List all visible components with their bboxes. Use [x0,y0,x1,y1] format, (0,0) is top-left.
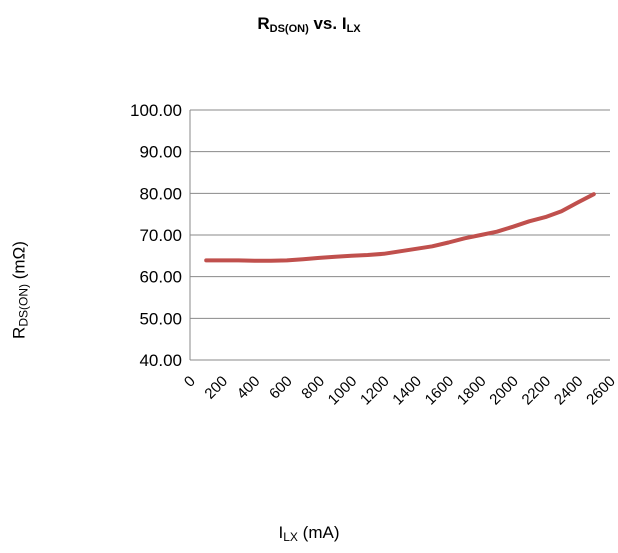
x-tick-label: 1400 [389,373,425,409]
y-tick-labels: 40.00 50.00 60.00 70.00 80.00 90.00 100.00 [130,101,182,370]
x-tick-label: 2000 [486,373,522,409]
series-line-0 [204,192,596,263]
x-tick-label: 2600 [583,373,618,409]
y-tick-label: 40.00 [139,351,182,370]
x-tick-label: 1200 [357,373,393,409]
x-axis-label: ILX (mA) [278,523,340,544]
x-tick-labels: 0 200 400 600 800100012001400160018002000220… [181,373,618,409]
x-tick-label: 1800 [454,373,490,409]
x-tick-label: 0 [181,373,199,391]
x-tick-label: 600 [266,373,296,403]
y-tick-label: 90.00 [139,143,182,162]
y-tick-label: 100.00 [130,101,182,120]
chart-title: RDS(ON) vs. ILX [257,14,361,35]
y-tick-label: 50.00 [139,309,182,328]
y-tick-label: 60.00 [139,268,182,287]
x-tick-label: 2200 [519,373,555,409]
gridlines [189,109,610,361]
x-tick-label: 2400 [551,373,587,409]
x-tick-label: 800 [298,373,328,403]
y-tick-label: 70.00 [139,226,182,245]
x-tick-label: 200 [201,373,231,403]
x-tick-label: 400 [234,373,264,403]
y-tick-label: 80.00 [139,184,182,203]
x-tick-label: 1000 [325,373,361,409]
series-group [204,192,596,263]
x-tick-label: 1600 [422,373,458,409]
